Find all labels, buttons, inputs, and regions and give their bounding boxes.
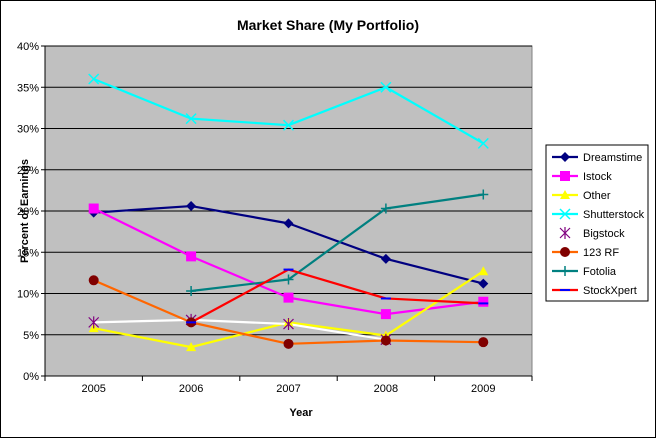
legend-label-stockxpert: StockXpert	[583, 285, 637, 297]
point-123-rf-2008	[380, 335, 391, 346]
legend-label-123-rf: 123 RF	[583, 247, 619, 259]
y-tick-label: 40%	[17, 41, 39, 53]
y-tick-label: 30%	[17, 124, 39, 136]
point-dreamstime-2006	[186, 201, 197, 212]
y-tick-label: 35%	[17, 82, 39, 94]
series-line-bigstock	[93, 318, 387, 341]
legend-label-shutterstock: Shutterstock	[583, 209, 645, 221]
y-tick-label: 20%	[17, 206, 39, 218]
point-istock-2008	[380, 309, 391, 320]
y-tick-label: 0%	[23, 371, 39, 383]
legend-label-dreamstime: Dreamstime	[583, 152, 642, 164]
point-other-2009	[478, 266, 489, 276]
point-fotolia-2009	[478, 189, 489, 200]
y-tick-label: 25%	[17, 165, 39, 177]
point-shutterstock-2009	[477, 137, 489, 149]
legend-item-bigstock: Bigstock	[559, 227, 625, 240]
legend-item-123-rf: 123 RF	[552, 247, 619, 259]
x-tick-label: 2009	[471, 383, 495, 395]
y-tick-label: 5%	[23, 330, 39, 342]
chart-title: Market Share (My Portfolio)	[237, 17, 419, 33]
legend-label-other: Other	[583, 190, 611, 202]
legend-label-istock: Istock	[583, 171, 612, 183]
x-tick-label: 2008	[374, 383, 398, 395]
point-bigstock-2007	[283, 318, 294, 331]
legend-label-bigstock: Bigstock	[583, 228, 625, 240]
x-axis-title: Year	[289, 407, 313, 419]
point-istock-2007	[283, 292, 294, 303]
legend-item-other: Other	[552, 190, 611, 202]
x-tick-label: 2005	[81, 383, 105, 395]
y-axis-title: Percent of Earnings	[19, 159, 31, 263]
point-shutterstock-2008	[380, 81, 392, 93]
series-markers	[88, 73, 489, 352]
legend-marker-fotolia	[560, 266, 570, 276]
y-tick-label: 10%	[17, 289, 39, 301]
point-shutterstock-2005	[88, 73, 100, 85]
axes: 0% 5% 10% 15% 20% 25% 30% 35% 40% 2005 2006 2007 200…	[17, 41, 533, 395]
legend-item-stockxpert: StockXpert	[552, 285, 637, 297]
legend-marker-bigstock	[559, 227, 571, 239]
legend-marker-dreamstime	[560, 152, 570, 162]
point-fotolia-2006	[186, 286, 197, 297]
point-bigstock-2005	[88, 316, 100, 329]
point-shutterstock-2006	[185, 113, 197, 125]
legend-marker-123-rf	[560, 247, 570, 257]
point-fotolia-2007	[283, 274, 294, 285]
legend-item-dreamstime: Dreamstime	[552, 152, 642, 164]
point-istock-2006	[186, 251, 197, 262]
series-line-fotolia	[190, 193, 484, 293]
legend-marker-other	[560, 190, 570, 199]
point-123-rf-2005	[88, 275, 99, 286]
legend-item-istock: Istock	[552, 171, 612, 183]
point-dreamstime-2007	[283, 218, 294, 229]
point-123-rf-2007	[283, 338, 294, 349]
legend: Dreamstime Istock Other Shutterstock Bigstoc…	[545, 144, 649, 302]
point-istock-2009	[478, 296, 489, 307]
point-fotolia-2008	[380, 203, 391, 214]
point-dreamstime-2009	[478, 278, 489, 289]
point-dreamstime-2008	[380, 253, 391, 264]
series-line-stockxpert	[190, 268, 484, 324]
point-123-rf-2009	[478, 337, 489, 348]
point-istock-2005	[88, 203, 99, 214]
legend-label-fotolia: Fotolia	[583, 266, 617, 278]
x-tick-label: 2007	[276, 383, 300, 395]
legend-marker-istock	[560, 171, 570, 181]
point-shutterstock-2007	[282, 119, 295, 131]
legend-item-shutterstock: Shutterstock	[552, 208, 645, 221]
legend-marker-shutterstock	[559, 208, 571, 220]
point-other-2006	[186, 342, 197, 352]
x-tick-label: 2006	[179, 383, 203, 395]
legend-item-fotolia: Fotolia	[552, 266, 617, 278]
y-tick-label: 15%	[17, 247, 39, 259]
